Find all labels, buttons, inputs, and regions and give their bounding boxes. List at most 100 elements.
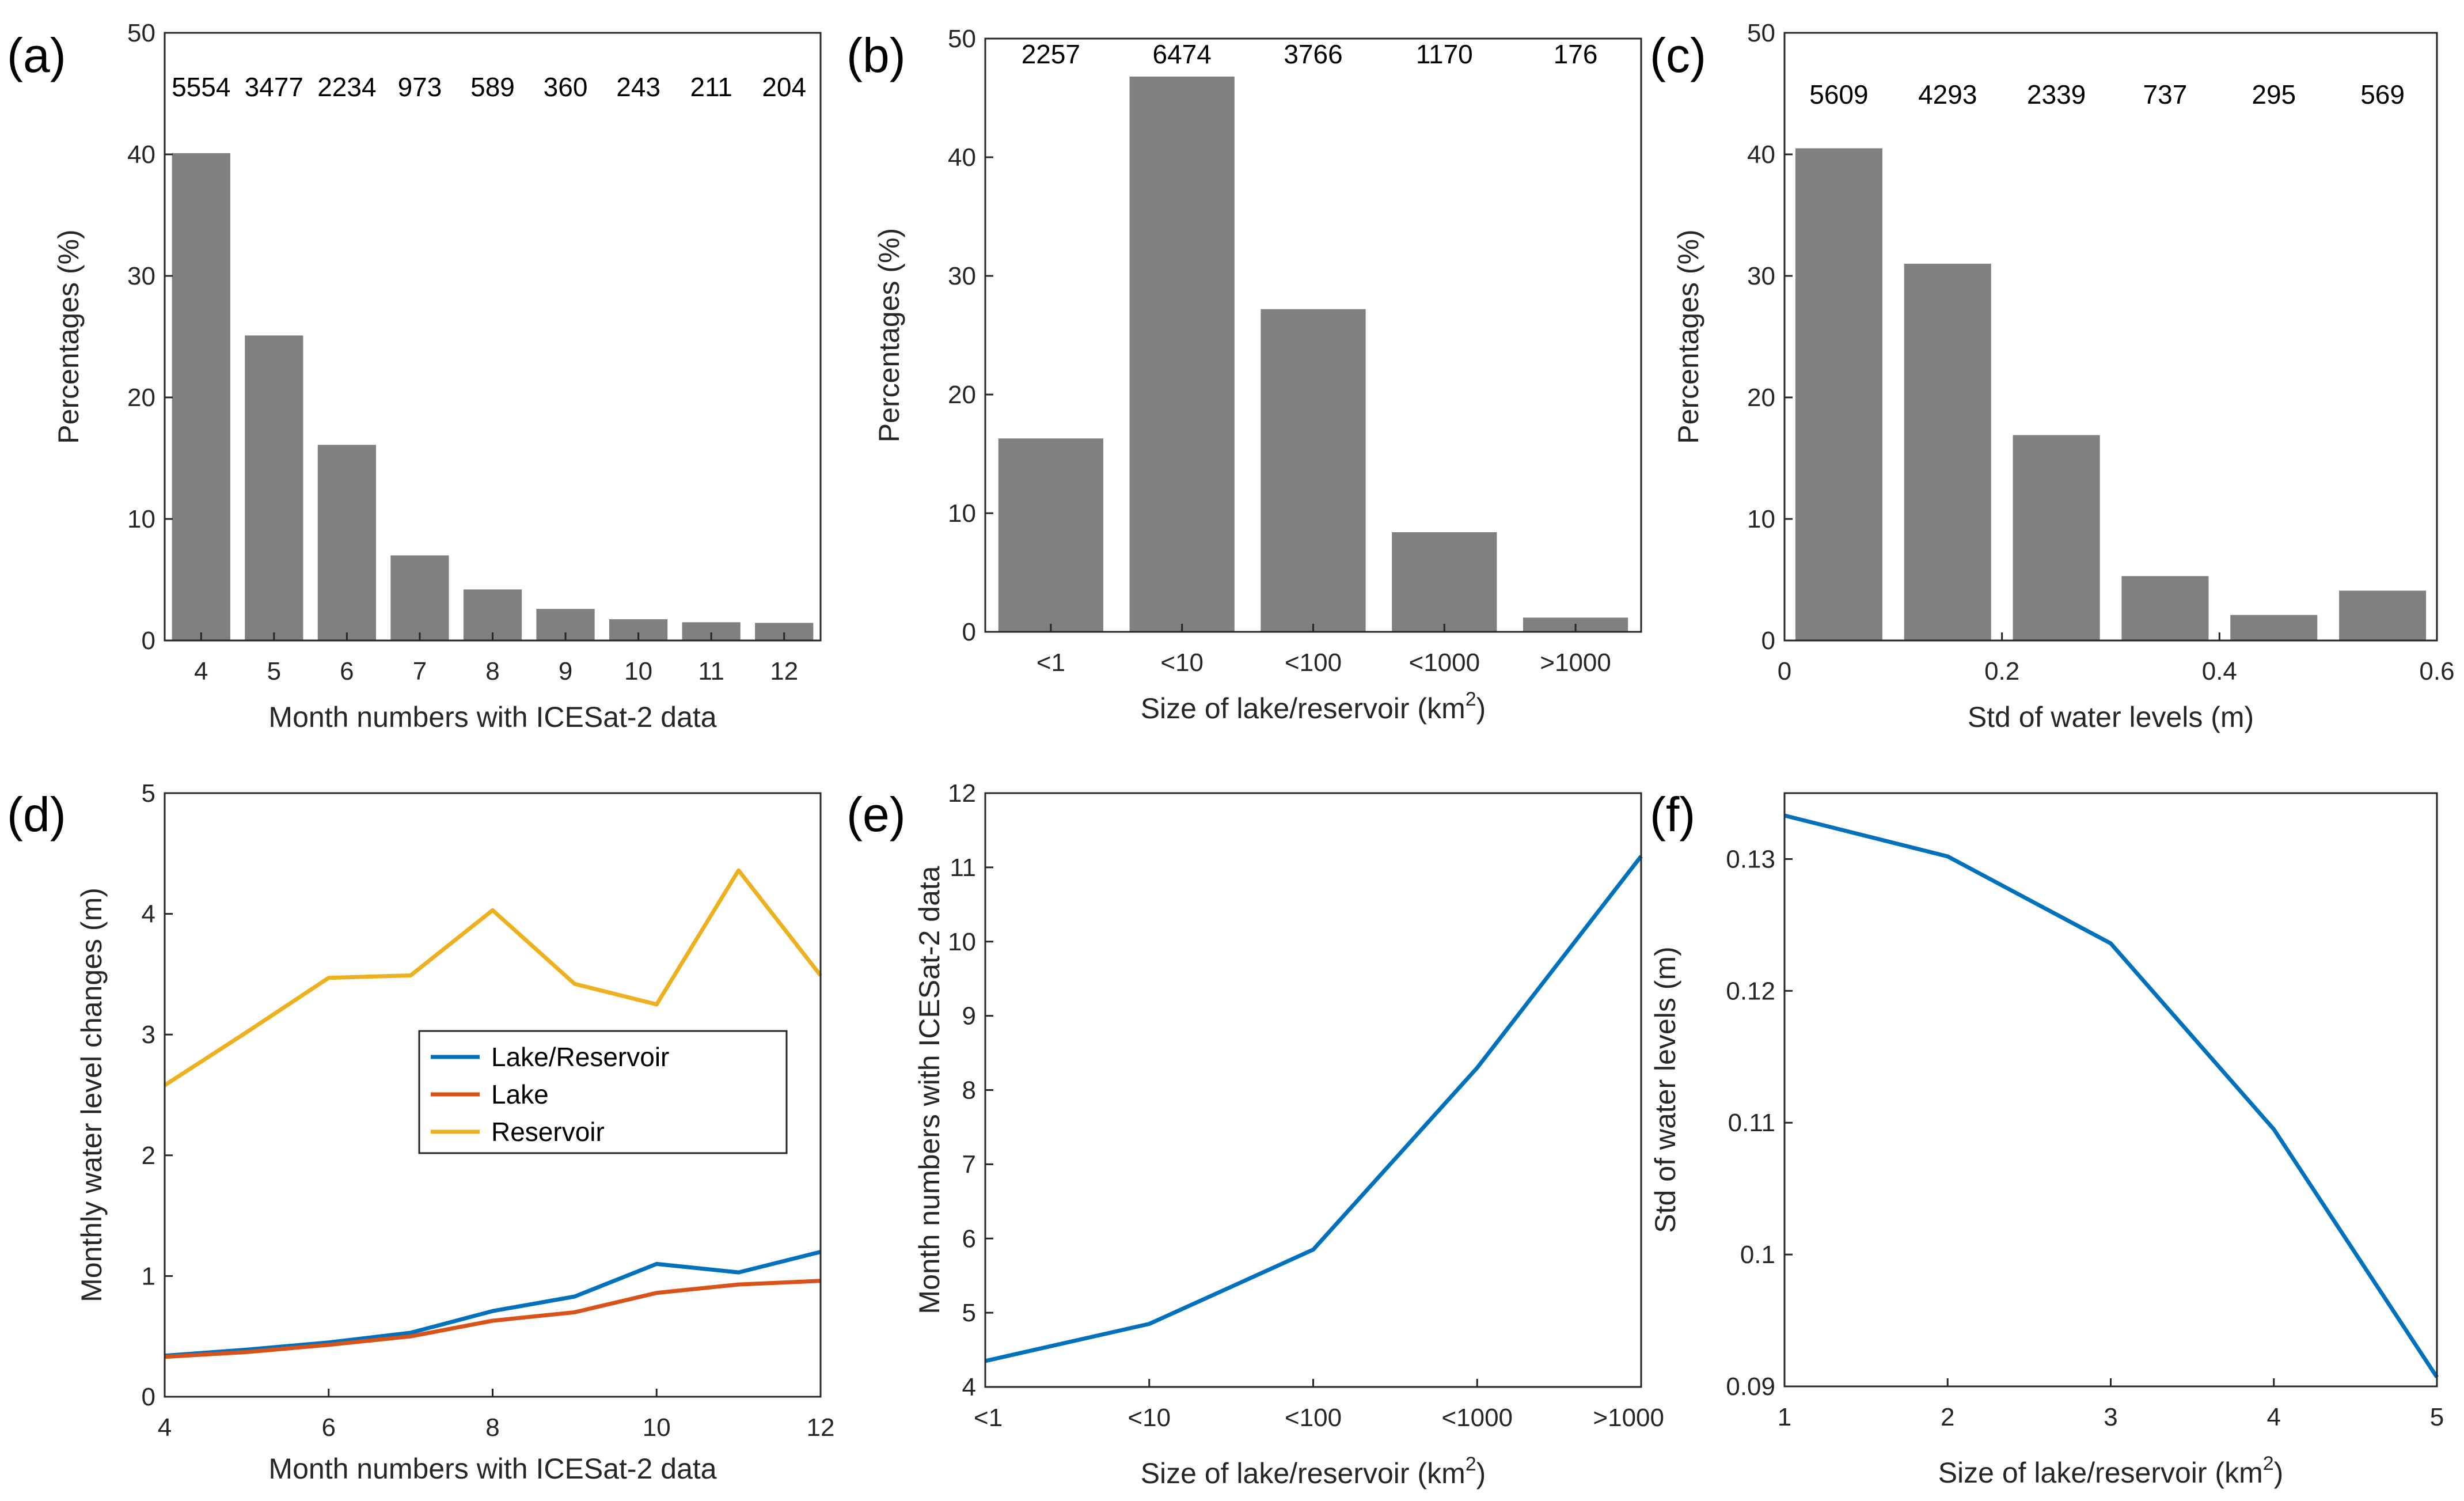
y-tick-label: 20 — [127, 384, 155, 412]
bar — [2339, 590, 2427, 640]
y-tick-label: 0.09 — [1726, 1373, 1775, 1401]
x-axis-label-end: ) — [1476, 692, 1486, 725]
panel-label: (c) — [1650, 28, 1706, 82]
axes-frame — [1783, 792, 2438, 1388]
series-line-reservoir — [164, 868, 822, 1087]
y-tick-label: 0 — [142, 1383, 155, 1411]
x-tick-label: 7 — [413, 657, 427, 685]
x-tick-label: 0.2 — [1984, 657, 2019, 685]
bar — [1904, 263, 1991, 640]
y-tick-label: 11 — [950, 854, 976, 882]
y-tick-label: 4 — [142, 900, 155, 928]
y-tick-label: 30 — [127, 262, 155, 290]
legend-entry: Reservoir — [491, 1117, 605, 1147]
y-tick-label: 0 — [962, 618, 976, 646]
x-axis-label-superscript: 2 — [1466, 688, 1476, 710]
legend-entry: Lake/Reservoir — [491, 1042, 669, 1072]
bar — [317, 445, 377, 640]
x-tick-label: 12 — [807, 1413, 835, 1442]
x-tick-label: 5 — [2430, 1403, 2444, 1431]
bar-count-label: 360 — [544, 72, 588, 102]
series-line-lake — [164, 1279, 821, 1359]
panel-label: (f) — [1650, 787, 1695, 842]
bar-count-label: 5609 — [1809, 79, 1868, 109]
x-tick-label: 0.4 — [2202, 657, 2237, 685]
panel-c: (c) 0 0.2 0.4 0.6 5609 4293 2339 737 295 569 0 10 20 3… — [1650, 19, 2455, 733]
y-tick-label: 7 — [962, 1150, 976, 1178]
panel-b: (b) <1 <10 <100 <1000 >1000 2257 6474 3766 1170 17… — [846, 25, 1642, 725]
bar — [1129, 76, 1235, 632]
x-tick-label: >1000 — [1593, 1404, 1664, 1432]
x-axis-label-superscript: 2 — [1466, 1453, 1476, 1475]
bar — [1392, 532, 1497, 632]
y-tick-label: 30 — [1747, 262, 1775, 290]
axes-frame — [164, 32, 822, 642]
panel-label: (b) — [846, 28, 906, 82]
y-axis-label: Std of water levels (m) — [1649, 946, 1681, 1233]
axes-frame — [984, 792, 1642, 1388]
y-tick-label: 10 — [948, 928, 976, 956]
bar — [390, 555, 449, 640]
bar-count-label: 3766 — [1284, 39, 1342, 69]
x-axis-label-main: Size of lake/reservoir (km — [1938, 1457, 2263, 1489]
x-tick-label: 5 — [267, 657, 281, 685]
y-tick-label: 0.13 — [1726, 845, 1775, 873]
panel-e: (e) <1 <10 <100 <1000 >1000 4 5 6 7 8 9 10 11 12 Month … — [846, 779, 1664, 1489]
y-tick-label: 0.12 — [1726, 977, 1775, 1005]
x-tick-label: <1000 — [1441, 1404, 1513, 1432]
bar-count-label: 2339 — [2027, 79, 2086, 109]
x-axis-label-main: Size of lake/reservoir (km — [1141, 692, 1466, 725]
y-tick-label: 40 — [127, 141, 155, 169]
x-tick-label: 12 — [770, 657, 798, 685]
x-tick-label: <1000 — [1409, 649, 1480, 677]
y-tick-label: 40 — [948, 143, 976, 172]
x-tick-label: 11 — [698, 657, 724, 685]
panel-label: (e) — [846, 787, 906, 842]
x-tick-label: <10 — [1160, 649, 1203, 677]
y-tick-label: 4 — [962, 1373, 976, 1401]
bar — [2230, 615, 2318, 640]
y-tick-label: 10 — [127, 505, 155, 533]
y-tick-label: 2 — [142, 1142, 155, 1170]
axes-frame — [984, 37, 1642, 633]
bar-count-label: 5554 — [172, 72, 230, 102]
x-axis-label-end: ) — [2274, 1457, 2284, 1489]
x-axis-label: Size of lake/reservoir (km2) — [1938, 1453, 2284, 1489]
bar — [2013, 435, 2100, 640]
bar — [172, 153, 230, 640]
x-tick-label: 6 — [340, 657, 354, 685]
bar-count-label: 2234 — [317, 72, 376, 102]
y-tick-label: 0.1 — [1740, 1241, 1775, 1269]
x-tick-label: 3 — [2104, 1403, 2117, 1431]
x-tick-label: 4 — [158, 1413, 172, 1442]
y-tick-label: 9 — [962, 1002, 976, 1030]
x-tick-label: <1 — [974, 1404, 1003, 1432]
y-tick-label: 3 — [142, 1021, 155, 1049]
bar-count-label: 4293 — [1918, 79, 1977, 109]
y-axis-label: Percentages (%) — [873, 228, 905, 442]
series-line-0 — [985, 855, 1643, 1363]
x-tick-label: 9 — [559, 657, 572, 685]
y-axis-label: Monthly water level changes (m) — [75, 888, 108, 1302]
panel-a: (a) 4 5 6 7 8 9 10 11 12 5554 3477 2234 973 589 360 243 2… — [7, 19, 822, 733]
x-tick-label: 10 — [643, 1413, 671, 1442]
y-tick-label: 0 — [1761, 627, 1775, 655]
series-line-lake-reservoir — [164, 1250, 821, 1358]
x-tick-label: 6 — [322, 1413, 336, 1442]
x-axis-label: Month numbers with ICESat-2 data — [268, 1453, 716, 1485]
x-tick-label: 4 — [194, 657, 208, 685]
x-tick-label: 8 — [485, 1413, 499, 1442]
bar — [245, 335, 303, 640]
bar — [2121, 576, 2209, 640]
x-axis-label-main: Size of lake/reservoir (km — [1141, 1457, 1466, 1489]
y-tick-label: 5 — [142, 779, 155, 808]
x-tick-label: 10 — [624, 657, 652, 685]
y-tick-label: 30 — [948, 262, 976, 290]
bar — [1795, 148, 1882, 640]
bar-count-label: 2257 — [1022, 39, 1080, 69]
x-axis-label: Month numbers with ICESat-2 data — [268, 701, 716, 733]
y-axis-label: Percentages (%) — [1672, 229, 1704, 444]
bar-count-label: 3477 — [245, 72, 303, 102]
bar-count-label: 176 — [1554, 39, 1598, 69]
